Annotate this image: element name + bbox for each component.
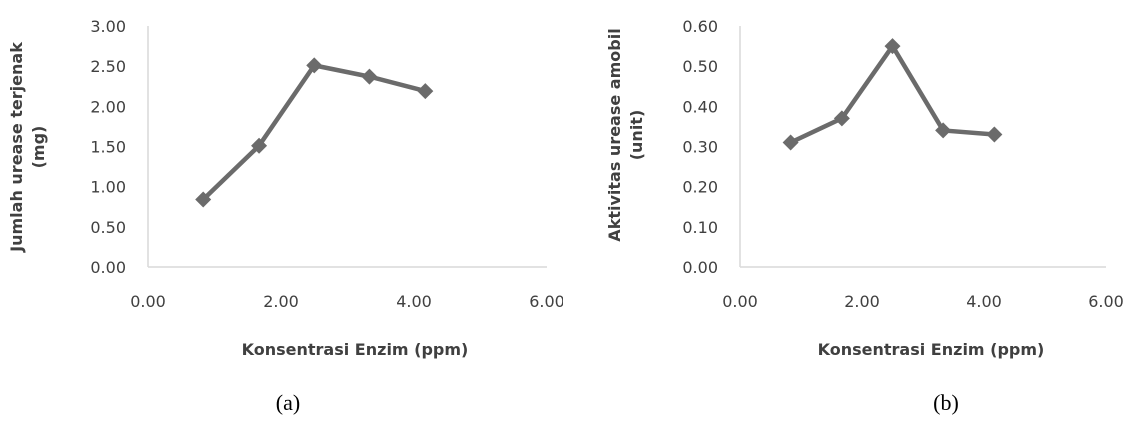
y-tick-label: 0.40 — [682, 97, 718, 116]
series-line-b — [789, 43, 995, 145]
y-axis-title-line: (unit) — [627, 110, 646, 161]
data-point-marker — [884, 38, 901, 55]
y-tick-label: 3.00 — [90, 17, 126, 36]
x-tick-label: 6.00 — [1088, 292, 1124, 311]
chart-b-svg: 0.00 0.10 0.20 0.30 0.40 0.50 0.60 0.00 2.00 4.00… — [605, 17, 1124, 415]
data-point-marker — [833, 110, 850, 127]
y-axis-title: Aktivitas urease amobil (unit) — [605, 28, 646, 241]
data-point-marker — [935, 122, 952, 139]
series-line-a — [201, 63, 426, 202]
y-tick-label: 0.30 — [682, 138, 718, 157]
data-point-marker — [251, 137, 268, 154]
y-tick-label: 0.50 — [90, 218, 126, 237]
figure-caption-b: (b) — [933, 390, 959, 415]
figure-caption-a: (a) — [276, 390, 300, 415]
x-axis-title: Konsentrasi Enzim (ppm) — [242, 340, 469, 359]
x-tick-label: 2.00 — [263, 292, 299, 311]
data-point-marker — [306, 57, 323, 74]
x-tick-label: 2.00 — [844, 292, 880, 311]
x-tick-label: 4.00 — [966, 292, 1002, 311]
y-axis-title: Jumlah urease terjenak (mg) — [7, 42, 48, 253]
y-tick-label: 2.50 — [90, 57, 126, 76]
y-tick-label: 0.00 — [682, 258, 718, 277]
y-axis-title-line: Aktivitas urease amobil — [605, 28, 624, 241]
y-axis-title-line: Jumlah urease terjenak — [7, 42, 26, 253]
data-point-marker — [417, 83, 434, 100]
x-tick-label: 0.00 — [130, 292, 166, 311]
y-tick-label: 0.00 — [90, 258, 126, 277]
y-tick-label: 2.00 — [90, 97, 126, 116]
data-point-marker — [361, 68, 378, 85]
x-axis-title: Konsentrasi Enzim (ppm) — [818, 340, 1045, 359]
data-point-marker — [195, 191, 212, 208]
x-tick-label: 4.00 — [396, 292, 432, 311]
y-tick-label: 0.50 — [682, 57, 718, 76]
y-axis-title-line: (mg) — [29, 126, 48, 169]
y-tick-label: 0.10 — [682, 218, 718, 237]
data-point-marker — [986, 126, 1003, 143]
chart-panel-b: 0.00 0.10 0.20 0.30 0.40 0.50 0.60 0.00 2.00 4.00… — [563, 0, 1126, 423]
chart-a-svg: 0.00 0.50 1.00 1.50 2.00 2.50 3.00 0.00 2.00 4.00… — [7, 17, 565, 415]
y-tick-label: 0.20 — [682, 178, 718, 197]
x-tick-label: 6.00 — [529, 292, 563, 311]
y-tick-label: 0.60 — [682, 17, 718, 36]
y-tick-label: 1.50 — [90, 138, 126, 157]
y-tick-label: 1.00 — [90, 178, 126, 197]
x-tick-label: 0.00 — [722, 292, 758, 311]
data-point-marker — [782, 134, 799, 151]
chart-panel-a: 0.00 0.50 1.00 1.50 2.00 2.50 3.00 0.00 2.00 4.00… — [0, 0, 565, 423]
